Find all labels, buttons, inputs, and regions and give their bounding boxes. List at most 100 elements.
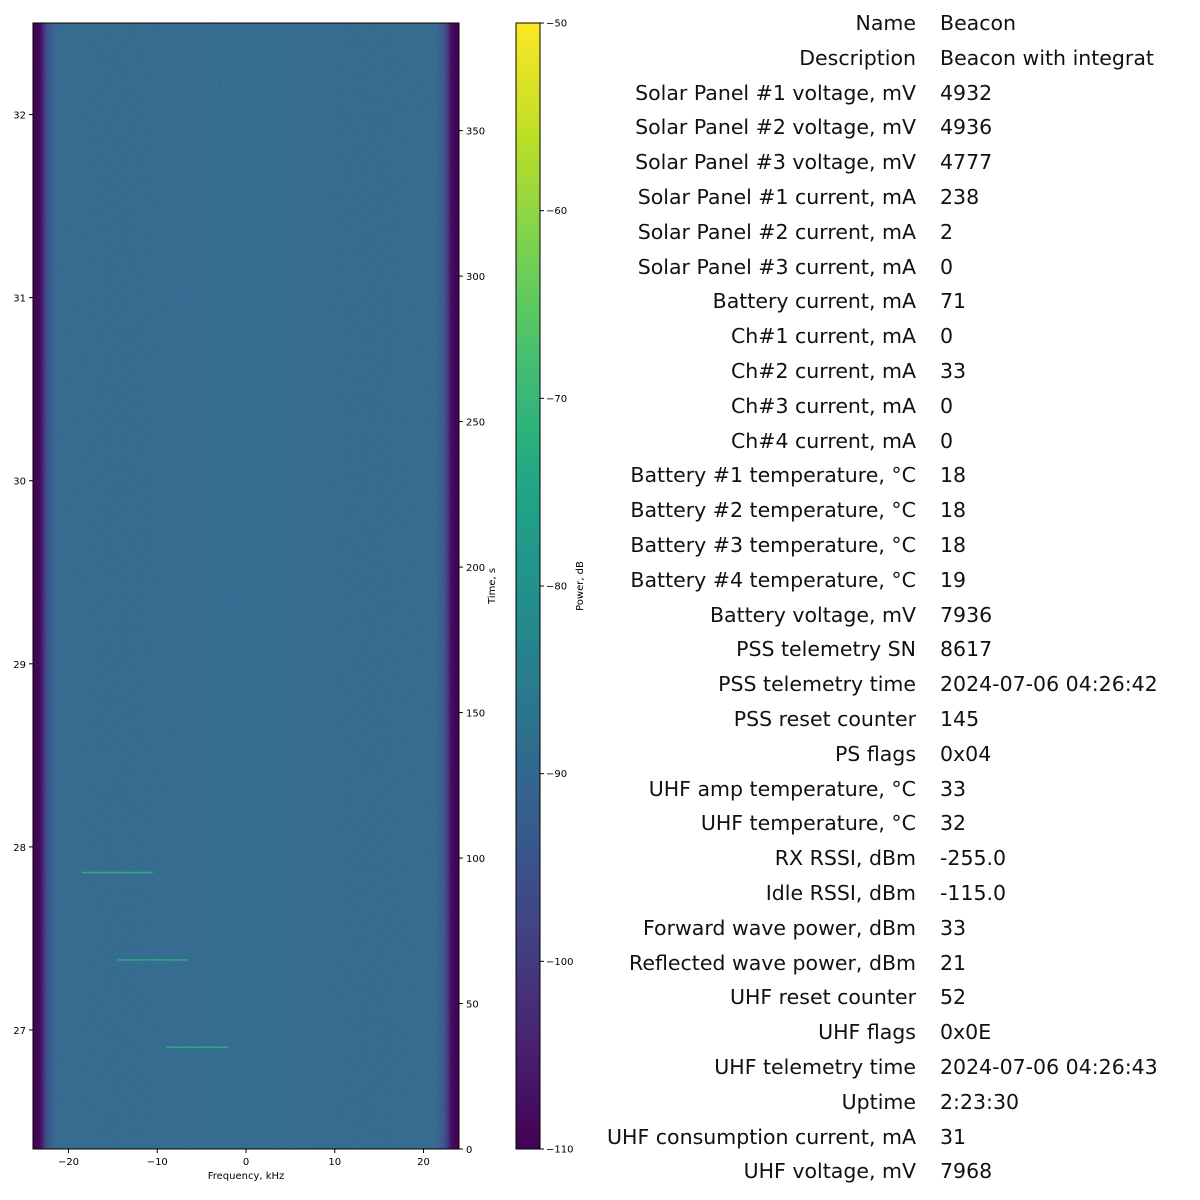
telemetry-field-value: 0 [940,393,954,418]
y-left-tick-label: 27 [13,1026,26,1037]
telemetry-field-value-cell: Beacon [940,6,1200,41]
telemetry-field-value-cell: 0 [940,319,1200,354]
telemetry-field-value: 71 [940,289,967,314]
telemetry-field-value-cell: 18 [940,458,1200,493]
telemetry-field-name: Idle RSSI, dBm [765,880,916,905]
telemetry-field-name: UHF reset counter [729,985,916,1010]
telemetry-field-value: 32 [940,811,967,836]
telemetry-field-value-cell: 7936 [940,598,1200,633]
spectrogram-plot [32,22,460,1150]
telemetry-field-value-cell: 33 [940,911,1200,946]
telemetry-field-value: 2024-07-06 04:26:42 [940,672,1158,697]
telemetry-row: Ch#4 current, mA 0 [598,424,1200,459]
telemetry-field-value-cell: 21 [940,946,1200,981]
y-right-tick-label: 0 [466,1145,472,1156]
colorbar-tick-label: −60 [546,206,567,217]
telemetry-row: Battery #4 temperature, °C 19 [598,563,1200,598]
telemetry-row: Ch#1 current, mA 0 [598,319,1200,354]
telemetry-field-name: Ch#2 current, mA [730,358,916,383]
telemetry-field-value-cell: 33 [940,354,1200,389]
telemetry-field-value: 0x04 [940,741,992,766]
telemetry-field-value-cell: 0 [940,250,1200,285]
telemetry-row: Solar Panel #2 voltage, mV 4936 [598,110,1200,145]
telemetry-field-value-cell: 32 [940,806,1200,841]
telemetry-field-value-cell: 7968 [940,1154,1200,1189]
telemetry-row: Solar Panel #1 current, mA 238 [598,180,1200,215]
telemetry-field-value: 4777 [940,150,993,175]
telemetry-row: Name Beacon [598,6,1200,41]
telemetry-row: Battery #1 temperature, °C 18 [598,458,1200,493]
telemetry-field-name: RX RSSI, dBm [774,846,916,871]
telemetry-field-name: Ch#1 current, mA [730,324,916,349]
telemetry-field-name: UHF voltage, mV [743,1159,916,1184]
telemetry-field-value: 2:23:30 [940,1089,1020,1114]
telemetry-row: UHF consumption current, mA 31 [598,1120,1200,1155]
telemetry-field-value-cell: 145 [940,702,1200,737]
telemetry-field-value: 33 [940,358,967,383]
y-right-tick-label: 350 [466,127,485,138]
colorbar-ticks: −110 −100 −90 −80 −70 −60 −50 [540,19,573,1156]
telemetry-field-value: 33 [940,776,967,801]
telemetry-field-name: PSS telemetry time [718,672,916,697]
telemetry-field-value-cell: 33 [940,772,1200,807]
telemetry-row: Idle RSSI, dBm -115.0 [598,876,1200,911]
signal-traces [81,871,229,1048]
telemetry-field-value-cell: 238 [940,180,1200,215]
telemetry-field-name: Name [855,11,916,35]
telemetry-field-value-cell: 2024-07-06 04:26:42 [940,667,1200,702]
telemetry-field-name: Description [799,45,916,70]
telemetry-field-name: PSS reset counter [733,706,916,731]
telemetry-row: Ch#2 current, mA 33 [598,354,1200,389]
colorbar-tick-label: −110 [546,1145,573,1156]
telemetry-field-name: Battery #4 temperature, °C [630,567,916,592]
telemetry-field-name: Battery #1 temperature, °C [630,463,916,488]
colorbar-tick-label: −90 [546,769,567,780]
telemetry-field-value-cell: 0 [940,389,1200,424]
telemetry-field-value: 52 [940,985,967,1010]
y-right-tick-label: 100 [466,854,485,865]
telemetry-field-value-cell: 0x0E [940,1015,1200,1050]
telemetry-field-value-cell: 2:23:30 [940,1085,1200,1120]
y-axis-left-ticks: 27 28 29 30 31 32 [13,111,33,1037]
telemetry-field-value: 2024-07-06 04:26:43 [940,1054,1158,1079]
telemetry-field-value-cell: 0x04 [940,737,1200,772]
telemetry-field-value: 0 [940,324,954,349]
telemetry-field-value: -115.0 [940,880,1007,905]
colorbar-label: Power, dB [575,561,586,611]
y-left-tick-label: 30 [13,477,26,488]
telemetry-field-value: 8617 [940,637,993,662]
telemetry-field-value: 19 [940,567,967,592]
telemetry-field-value: 31 [940,1124,967,1149]
x-tick-label: −20 [58,1157,79,1168]
y-right-tick-label: 50 [466,1000,479,1011]
x-tick-label: 10 [328,1157,341,1168]
y-right-tick-label: 250 [466,418,485,429]
spectrogram-noise-texture [43,23,449,1149]
telemetry-row: Solar Panel #3 current, mA 0 [598,250,1200,285]
telemetry-field-value: -255.0 [940,846,1007,871]
telemetry-field-value-cell: 52 [940,980,1200,1015]
telemetry-field-value-cell: 0 [940,424,1200,459]
telemetry-field-value: 238 [940,184,980,209]
telemetry-field-name: UHF amp temperature, °C [648,776,916,801]
telemetry-field-name: UHF telemetry time [714,1054,916,1079]
telemetry-row: UHF telemetry time 2024-07-06 04:26:43 [598,1050,1200,1085]
y-right-tick-label: 200 [466,563,485,574]
telemetry-field-value: Beacon with integrat [940,45,1154,70]
telemetry-row: Battery current, mA 71 [598,284,1200,319]
telemetry-field-value: 7936 [940,602,993,627]
telemetry-field-value-cell: 31 [940,1120,1200,1155]
telemetry-field-name: Battery #2 temperature, °C [630,498,916,523]
telemetry-field-name: Solar Panel #1 voltage, mV [635,80,916,105]
telemetry-row: PSS telemetry time 2024-07-06 04:26:42 [598,667,1200,702]
telemetry-field-value: 145 [940,706,980,731]
x-tick-label: −10 [147,1157,168,1168]
y-left-tick-label: 31 [13,294,26,305]
colorbar: −110 −100 −90 −80 −70 −60 −50 Power, dB [515,19,586,1156]
telemetry-field-value-cell: 2 [940,215,1200,250]
x-axis-label: Frequency, kHz [208,1171,285,1182]
telemetry-row: Solar Panel #2 current, mA 2 [598,215,1200,250]
y-right-tick-label: 300 [466,272,485,283]
telemetry-field-name: Battery current, mA [712,289,916,314]
telemetry-field-value: 7968 [940,1159,993,1184]
